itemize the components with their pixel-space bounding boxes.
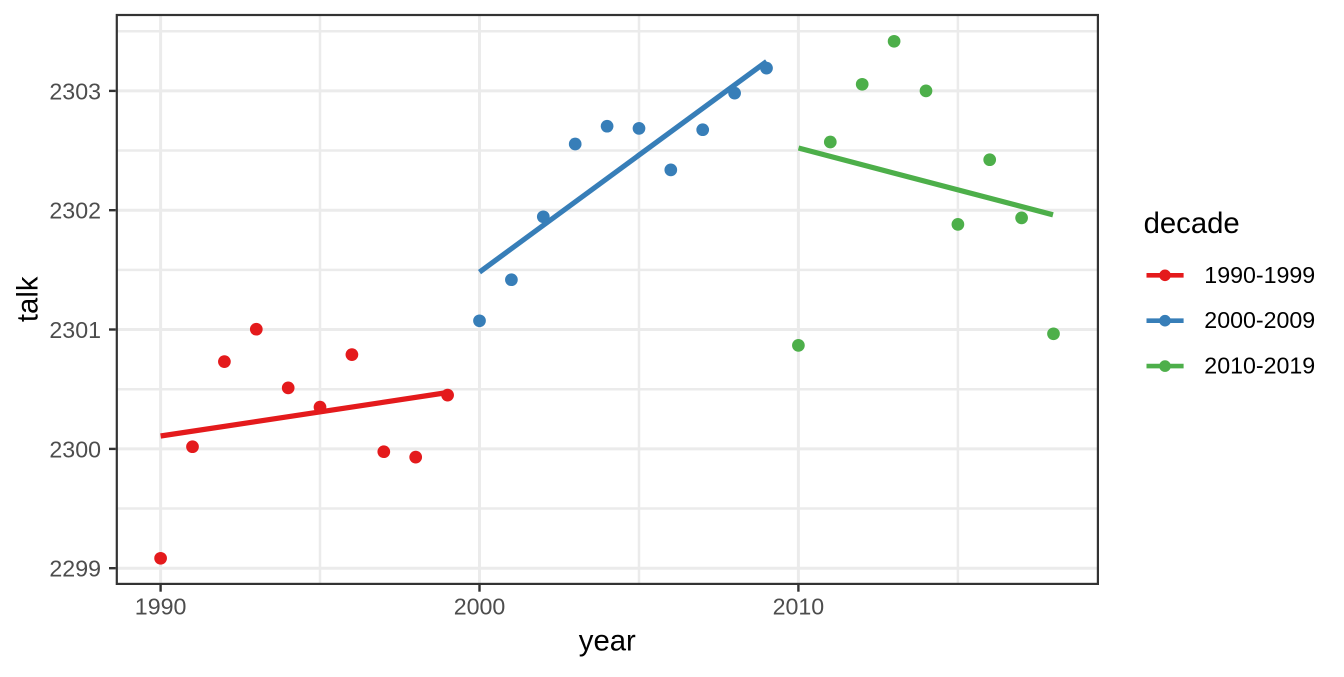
svg-text:2303: 2303 (49, 78, 101, 104)
svg-text:1990-1999: 1990-1999 (1204, 262, 1315, 288)
svg-text:2000-2009: 2000-2009 (1204, 307, 1315, 333)
svg-text:2010: 2010 (773, 594, 825, 620)
svg-text:2300: 2300 (49, 436, 101, 462)
svg-text:2302: 2302 (49, 198, 101, 224)
svg-text:2000: 2000 (454, 594, 506, 620)
svg-text:decade: decade (1144, 207, 1240, 240)
svg-text:2010-2019: 2010-2019 (1204, 353, 1315, 379)
svg-text:1990: 1990 (135, 594, 187, 620)
svg-text:year: year (579, 624, 636, 657)
svg-text:2301: 2301 (49, 317, 101, 343)
svg-text:2299: 2299 (49, 556, 101, 582)
svg-text:talk: talk (12, 276, 45, 322)
